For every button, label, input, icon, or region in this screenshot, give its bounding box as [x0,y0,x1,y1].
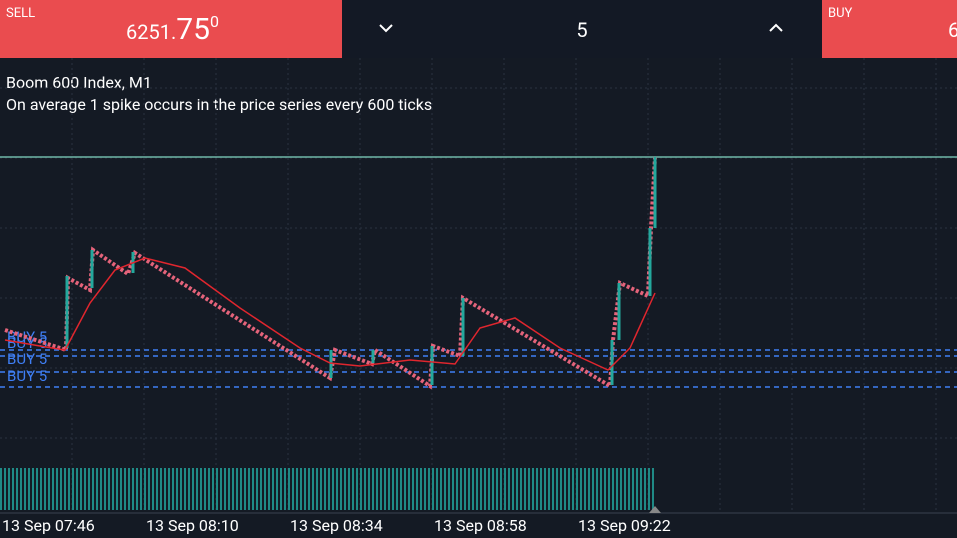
increase-volume[interactable] [768,22,784,34]
moving-average [4,257,656,371]
grid [0,58,957,513]
price-main: 6251. [126,20,177,44]
volume-value: 5 [576,18,588,42]
description: On average 1 spike occurs in the price s… [6,95,433,114]
order-lines [0,349,957,388]
time-label: 13 Sep 08:58 [434,516,527,535]
bullish-candles [65,157,657,385]
buy-label: BUY [828,6,853,21]
buy-button[interactable]: BUY 6 [822,0,957,58]
buy-price: 6 [948,18,957,42]
volume-selector: 5 [342,0,822,58]
current-time-marker [649,506,661,513]
time-label: 13 Sep 08:10 [146,516,239,535]
order-label: BUY 5 [7,334,47,352]
symbol: Boom 600 Index, M1 [6,73,152,92]
chart-info: Boom 600 Index, M1 On average 1 spike oc… [6,72,432,116]
time-label: 13 Sep 08:34 [290,516,383,535]
price-sup: 0 [209,12,219,31]
chart-area: BUY 5 BUY 5 BUY 5 BUY 5 13 Sep 07:46 13 … [0,58,957,535]
sell-button[interactable]: SELL 6251.750 [0,0,342,58]
order-label: BUY 5 [7,350,47,368]
decrease-volume[interactable] [378,22,394,34]
sell-label: SELL [6,6,36,21]
order-label: BUY 5 [7,367,47,385]
price-big: 75 [176,12,210,47]
time-label: 13 Sep 07:46 [2,516,95,535]
time-label: 13 Sep 09:22 [578,516,671,535]
sell-price: 6251.750 [126,12,219,47]
volume-bars [0,468,655,510]
